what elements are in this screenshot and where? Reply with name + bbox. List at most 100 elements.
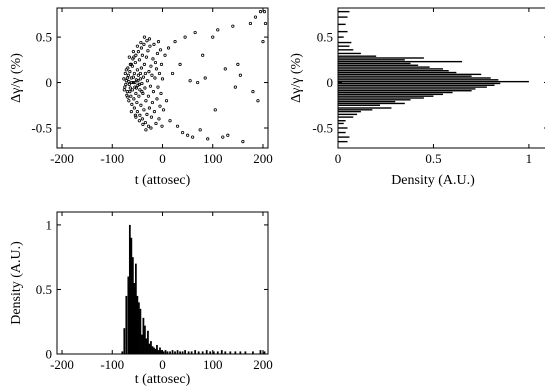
scatter-point [156,40,161,44]
scatter-point [154,67,159,71]
scatter-point [153,60,158,65]
scatter-point [203,76,207,80]
scatter-point [132,55,136,59]
time-hist-xtick-label: -100 [100,357,124,372]
scatter-point [198,128,202,132]
scatter-point [156,85,160,89]
scatter-point [180,130,185,135]
scatter-point [153,76,157,80]
scatter-xtick-label: -200 [50,151,74,166]
energy-hist-bar [338,110,361,113]
energy-hist-bar [338,97,424,99]
energy-hist-bar [338,73,482,76]
scatter-point [128,90,132,94]
scatter-point [130,102,134,106]
scatter-point [186,133,190,137]
scatter-point [258,10,263,14]
time-hist-bar [187,351,190,354]
energy-hist-bar [338,66,430,68]
scatter-point [127,80,131,84]
scatter-point [193,30,197,35]
scatter-point [231,24,235,28]
scatter-point [158,104,162,108]
time-hist-bar [229,351,232,354]
scatter-point [148,84,153,88]
time-hist-bar [234,351,237,354]
time-hist-ytick-label: 0 [46,347,53,362]
energy-hist-ytick-label: 0 [327,75,334,90]
energy-hist-bar [338,107,392,109]
scatter-ytick-label: 0.5 [36,30,52,45]
scatter-point [188,79,192,83]
time-hist-bar [141,334,143,354]
time-hist-bar [201,351,204,354]
scatter-point [157,117,161,121]
time-hist-bar [162,351,165,354]
energy-hist-bar [338,80,529,83]
scatter-point [136,50,140,54]
scatter-point [143,71,148,76]
scatter-point [183,35,187,39]
scatter-ylabel: Δγ/γ (%) [9,53,24,103]
time-hist-bar [154,348,157,354]
scatter-point [142,62,147,66]
energy-hist-bar [338,45,350,47]
energy-hist-bar [338,60,463,63]
scatter-point [163,53,167,57]
time-hist-bar [160,350,163,354]
energy-hist-bar [338,41,352,44]
scatter-point [155,51,160,56]
scatter-point [178,62,182,66]
scatter-point [196,80,200,85]
scatter-point [128,86,132,90]
energy-hist-bar [338,84,495,86]
scatter-point [201,53,205,57]
scatter-point [147,37,152,41]
energy-hist-bar [338,113,358,116]
energy-hist-bar [338,70,449,72]
scatter-point [140,81,144,86]
scatter-point [138,77,142,81]
energy-hist-bar [338,30,348,33]
scatter-point [127,82,131,86]
scatter-point [135,110,139,114]
scatter-point [128,70,132,74]
energy-hist-bar [338,91,453,94]
energy-hist-ylabel: Δγ/γ (%) [289,53,304,103]
scatter-point [241,140,245,144]
energy-hist-bar [338,79,499,81]
time-hist-bar [209,351,212,354]
time-hist-bar [144,325,146,354]
time-hist-bar [263,351,266,354]
scatter-point [168,119,172,123]
scatter-point [142,35,147,39]
scatter-ytick-label: 0 [46,75,53,90]
scatter-point [139,46,143,50]
time-hist-bar [174,351,176,354]
scatter-point [135,44,139,48]
time-hist-bar [224,351,227,354]
time-hist-xtick-label: 200 [253,357,273,372]
scatter-point [125,90,129,94]
scatter-point [130,88,134,92]
time-hist-bar [130,237,133,354]
time-hist-bar [252,351,254,354]
energy-hist-bar [338,100,396,103]
scatter-point [137,94,141,98]
time-hist-bar [131,257,134,354]
scatter-point [124,79,128,83]
scatter-point [123,71,127,76]
scatter-point [122,77,126,81]
scatter-point [143,120,148,125]
energy-hist-bar [338,16,348,18]
scatter-point [262,10,267,14]
energy-hist-xtick-label: 0 [335,151,342,166]
time-hist-bar [212,351,215,354]
scatter-point [263,21,268,26]
scatter-xtick-label: 200 [253,151,273,166]
time-hist-bar [136,295,139,354]
scatter-point [236,62,240,66]
scatter-point [130,80,134,85]
time-hist-bar [128,224,131,354]
scatter-point [226,133,230,137]
